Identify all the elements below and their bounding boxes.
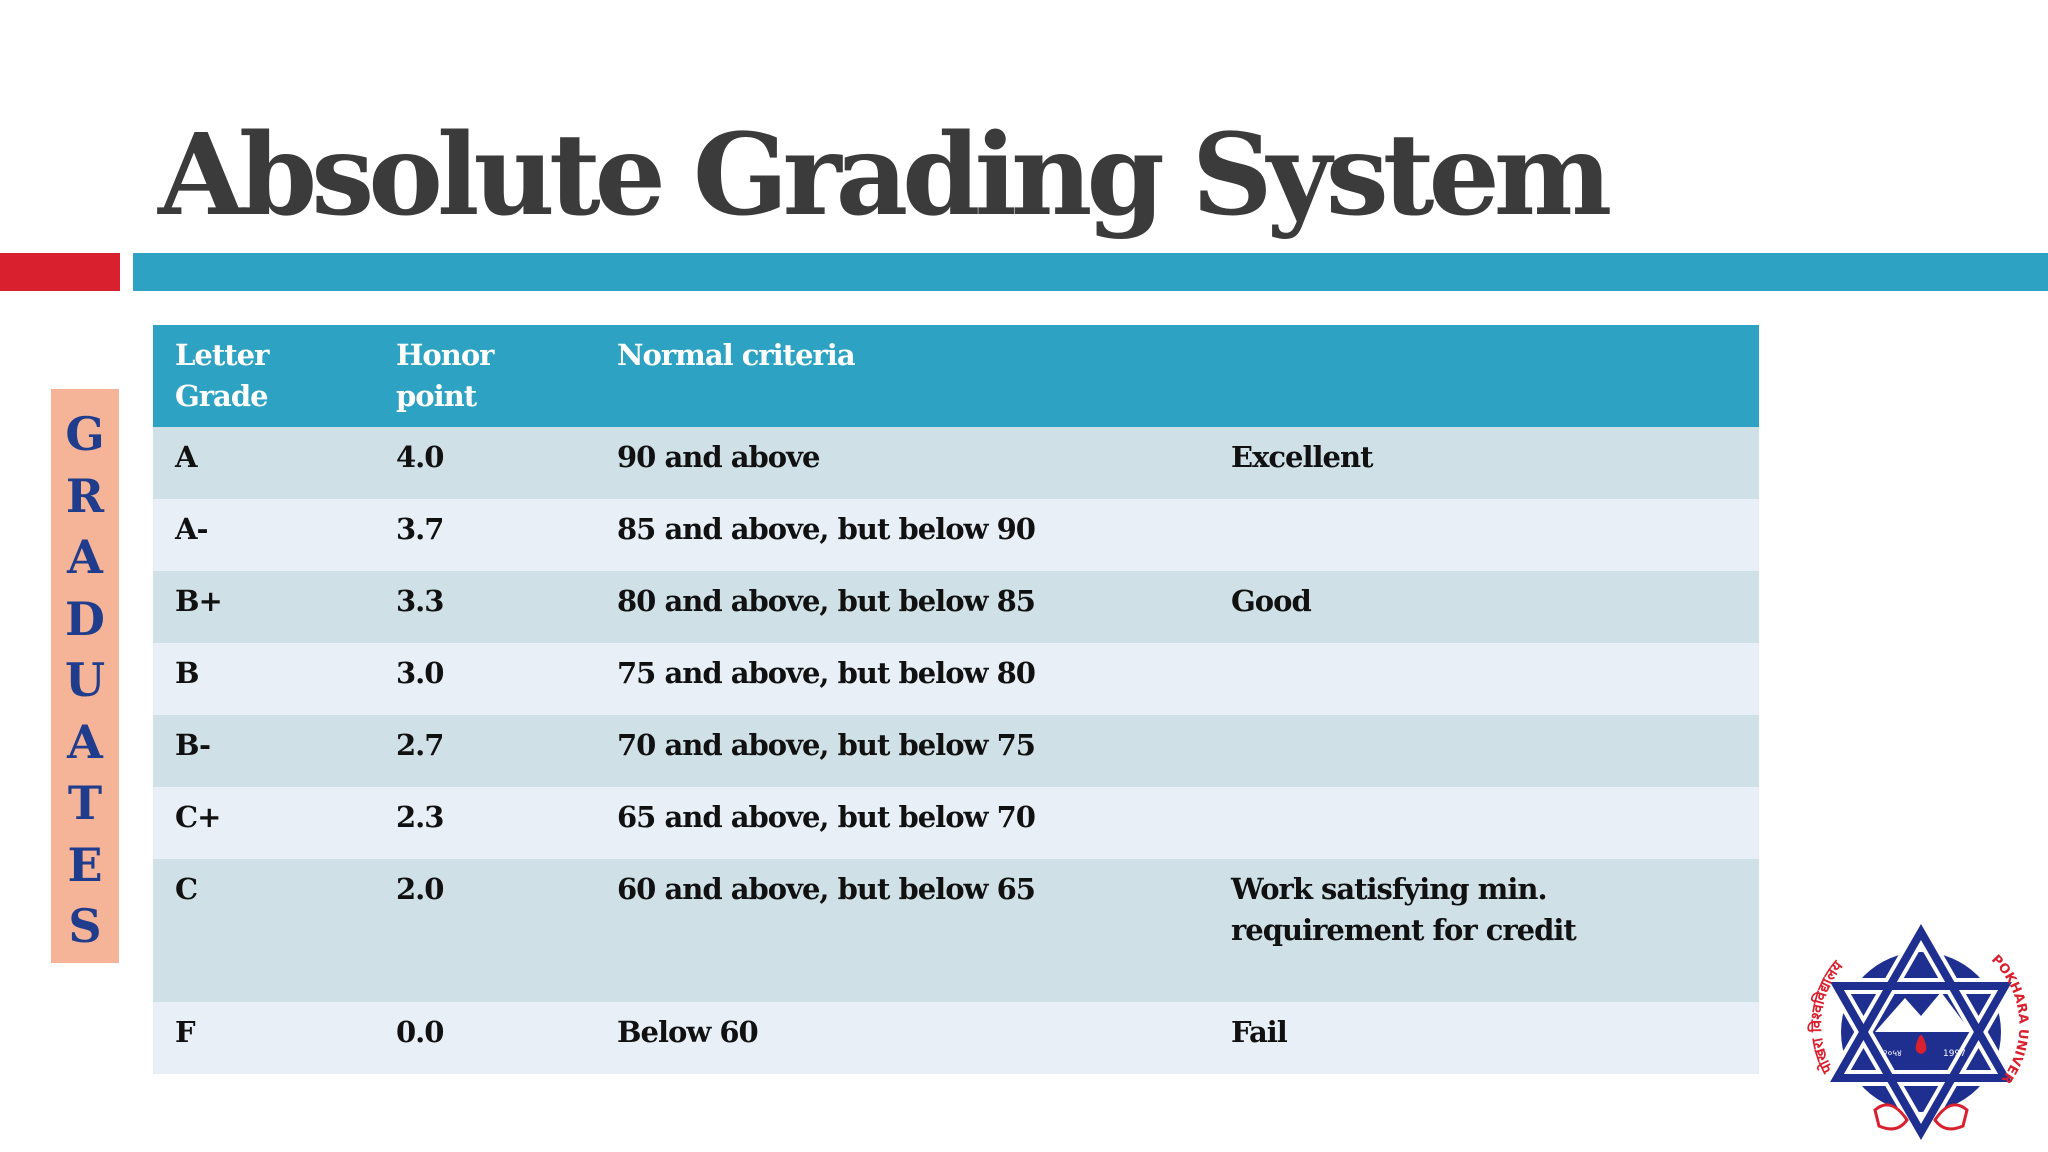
side-letter: A (67, 714, 103, 769)
accent-bar-teal (133, 253, 2048, 291)
table-row: B 3.0 75 and above, but below 80 (153, 643, 1759, 715)
cell-grade: A- (153, 499, 374, 571)
table-row: A 4.0 90 and above Excellent (153, 427, 1759, 499)
cell-point: 3.7 (374, 499, 595, 571)
side-letter: A (67, 530, 103, 584)
hand-left-icon (1873, 1103, 1909, 1131)
side-letter: T (67, 776, 103, 830)
header-letter-grade: Letter Grade (153, 325, 374, 427)
cell-grade: B+ (153, 571, 374, 643)
header-text: Letter Grade (175, 338, 269, 413)
cell-remark (1209, 715, 1759, 787)
hand-right-icon (1933, 1103, 1969, 1131)
cell-criteria: 85 and above, but below 90 (595, 499, 1209, 571)
cell-grade: B (153, 643, 374, 715)
cell-criteria: 80 and above, but below 85 (595, 571, 1209, 643)
cell-point: 3.3 (374, 571, 595, 643)
cell-remark: Work satisfying min. requirement for cre… (1209, 859, 1759, 1002)
graduates-side-label: G R A D U A T E S (51, 389, 119, 963)
slide-title: Absolute Grading System (158, 110, 1612, 241)
header-normal-criteria: Normal criteria (595, 325, 1209, 427)
cell-criteria: 65 and above, but below 70 (595, 787, 1209, 859)
header-text: Honor point (396, 338, 494, 413)
grading-table: Letter Grade Honor point Normal criteria… (153, 325, 1759, 1074)
cell-grade: A (153, 427, 374, 499)
flame-icon (1915, 1035, 1927, 1054)
table-row: B+ 3.3 80 and above, but below 85 Good (153, 571, 1759, 643)
side-letter: D (65, 591, 105, 646)
cell-point: 3.0 (374, 643, 595, 715)
table-row: C+ 2.3 65 and above, but below 70 (153, 787, 1759, 859)
cell-remark (1209, 787, 1759, 859)
cell-remark: Excellent (1209, 427, 1759, 499)
remark-text: Work satisfying min. requirement for cre… (1231, 872, 1577, 947)
mountain-icon (1875, 992, 1971, 1032)
cell-criteria: 70 and above, but below 75 (595, 715, 1209, 787)
table-row: F 0.0 Below 60 Fail (153, 1002, 1759, 1074)
cell-grade: F (153, 1002, 374, 1074)
cell-grade: C (153, 859, 374, 1002)
side-letter: U (64, 653, 106, 707)
cell-criteria: Below 60 (595, 1002, 1209, 1074)
side-letter: E (67, 837, 103, 892)
cell-criteria: 60 and above, but below 65 (595, 859, 1209, 1002)
table-row: A- 3.7 85 and above, but below 90 (153, 499, 1759, 571)
cell-point: 0.0 (374, 1002, 595, 1074)
cell-remark: Good (1209, 571, 1759, 643)
cell-grade: C+ (153, 787, 374, 859)
cell-criteria: 75 and above, but below 80 (595, 643, 1209, 715)
side-letter: G (65, 407, 105, 461)
header-remark (1209, 325, 1759, 427)
cell-criteria: 90 and above (595, 427, 1209, 499)
table-row: C 2.0 60 and above, but below 65 Work sa… (153, 859, 1759, 1002)
header-honor-point: Honor point (374, 325, 595, 427)
cell-grade: B- (153, 715, 374, 787)
table-header-row: Letter Grade Honor point Normal criteria (153, 325, 1759, 427)
table-row: B- 2.7 70 and above, but below 75 (153, 715, 1759, 787)
pokhara-university-logo: २०५४ 1997 पोखरा विश्वविद्यालय POKHARA UN… (1805, 920, 2030, 1149)
side-letter: R (65, 468, 105, 523)
logo-year-left: २०५४ (1883, 1049, 1902, 1059)
accent-bar-red (0, 253, 120, 291)
cell-point: 2.0 (374, 859, 595, 1002)
cell-remark (1209, 499, 1759, 571)
cell-point: 4.0 (374, 427, 595, 499)
cell-point: 2.7 (374, 715, 595, 787)
side-letter: S (68, 899, 102, 953)
cell-point: 2.3 (374, 787, 595, 859)
cell-remark (1209, 643, 1759, 715)
cell-remark: Fail (1209, 1002, 1759, 1074)
logo-year-right: 1997 (1943, 1049, 1966, 1059)
